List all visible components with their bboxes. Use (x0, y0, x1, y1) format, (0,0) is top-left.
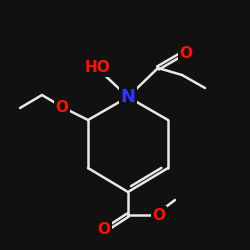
Text: O: O (56, 100, 68, 116)
Text: HO: HO (84, 60, 110, 76)
Text: O: O (98, 222, 110, 238)
Text: O: O (180, 46, 192, 62)
Text: O: O (152, 208, 166, 222)
Text: N: N (120, 88, 136, 106)
